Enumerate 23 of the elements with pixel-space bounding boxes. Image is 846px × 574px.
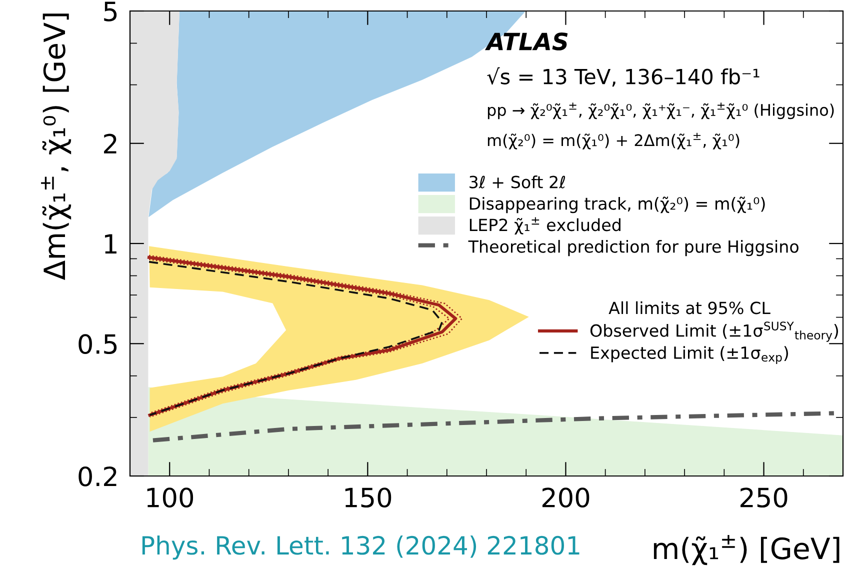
annotation: m(χ̃₂⁰) = m(χ̃₁⁰) + 2Δm(χ̃₁$^{±}$, χ̃₁⁰) [488, 132, 740, 150]
legend-label: Disappearing track, m(χ̃₂⁰) = m(χ̃₁⁰) [470, 196, 765, 214]
y-tick-label: 5 [104, 2, 117, 22]
y-tick-label: 2 [104, 134, 116, 154]
y-tick-label: 1 [105, 234, 116, 254]
x-tick-label: 250 [740, 488, 788, 508]
annotation: √s = 13 TeV, 136–140 fb⁻¹ [487, 67, 760, 87]
legend-label: Theoretical prediction for pure Higgsino [468, 240, 798, 256]
annotation: ATLAS [484, 32, 568, 50]
x-tick-label: 150 [345, 488, 392, 508]
legend-label: Expected Limit (±1σ$_{exp}$) [591, 346, 788, 364]
x-tick-label: 200 [542, 488, 590, 508]
legend-label: Observed Limit (±1σ$^{SUSY}$$_{theory}$) [590, 322, 838, 342]
x-axis-title: m(χ̃₁$^{±}$) [GeV] [654, 535, 840, 566]
annotation: pp → χ̃₂⁰χ̃₁$^{±}$, χ̃₂⁰χ̃₁⁰, χ̃₁⁺χ̃₁⁻, χ̃₁$^{±}$χ̃₁⁰ (Higgsino) [488, 102, 834, 120]
legend-title: All limits at 95% CL [608, 301, 770, 314]
text: Phys. Rev. Lett. 132 (2024) 221801 [142, 535, 580, 560]
legend-label: 3ℓ + Soft 2ℓ [470, 175, 566, 188]
y-tick-label: 0.2 [78, 466, 116, 486]
y-axis-title: Δm(χ̃₁$^{±}$, χ̃₁⁰) [GeV] [41, 14, 72, 280]
legend-label: LEP2 χ̃₁$^{±}$ excluded [470, 217, 620, 234]
y-tick-label: 0.5 [78, 334, 117, 354]
x-tick-label: 100 [147, 488, 194, 508]
